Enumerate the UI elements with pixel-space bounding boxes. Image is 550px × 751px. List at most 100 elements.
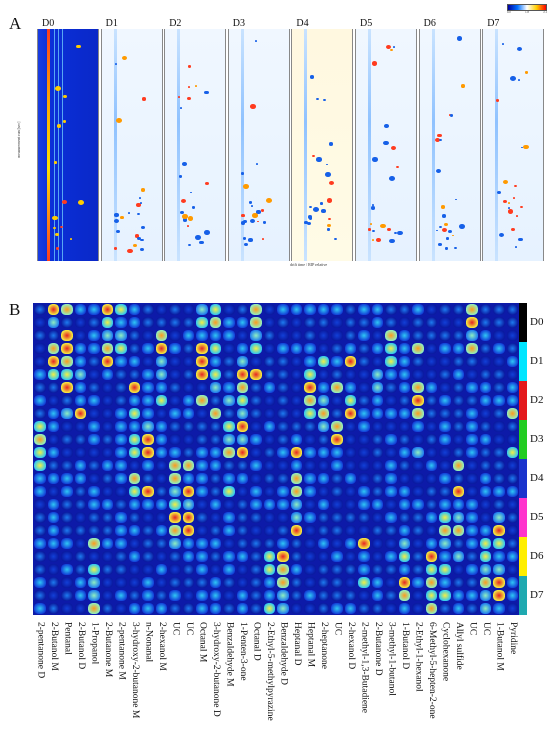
heatmap-cell [358, 538, 370, 549]
heatmap-cell [358, 473, 370, 484]
signal-spot [140, 247, 144, 251]
heatmap-cell [479, 486, 491, 497]
heatmap-cell [250, 577, 262, 588]
heatmap-cell [385, 590, 397, 601]
heatmap-cell [385, 330, 397, 341]
signal-spot [386, 44, 392, 50]
heatmap-cell [169, 382, 181, 393]
strip-label: D1 [105, 18, 118, 29]
heatmap-cell [142, 551, 154, 562]
heatmap-cell [479, 499, 491, 510]
heatmap-cell [115, 486, 127, 497]
heatmap-cell [344, 434, 356, 445]
heatmap-cell [398, 330, 410, 341]
heatmap-cell [371, 538, 383, 549]
heatmap-cell [263, 408, 275, 419]
heatmap-cell [115, 525, 127, 536]
heatmap-cell [209, 408, 221, 419]
signal-spot [186, 225, 189, 227]
heatmap-cell [452, 382, 464, 393]
signal-spot [113, 247, 118, 250]
heatmap-cell [439, 538, 451, 549]
heatmap-cell [236, 512, 248, 523]
signal-spot [319, 202, 323, 205]
heatmap-cell [371, 304, 383, 315]
signal-spot [114, 213, 119, 217]
heatmap-cell [142, 460, 154, 471]
heatmap-cell [344, 538, 356, 549]
signal-spot [54, 232, 59, 236]
heatmap-cell [142, 343, 154, 354]
heatmap-cell [196, 525, 208, 536]
heatmap-cell [88, 447, 100, 458]
heatmap-column [114, 303, 128, 615]
heatmap-cell [466, 434, 478, 445]
heatmap-cell [101, 486, 113, 497]
heatmap-cell [439, 421, 451, 432]
heatmap-cell [479, 408, 491, 419]
group-color-bar [519, 303, 527, 342]
heatmap-column [290, 303, 304, 615]
heatmap-cell [182, 486, 194, 497]
heatmap-cell [412, 512, 424, 523]
heatmap-cell [358, 421, 370, 432]
heatmap-column [128, 303, 142, 615]
y-axis-label: measurement run [sec] [16, 121, 21, 159]
heatmap-cell [209, 382, 221, 393]
heatmap-cell [88, 369, 100, 380]
gc-ims-strip [291, 29, 354, 261]
heatmap-cell [371, 434, 383, 445]
heatmap-column [209, 303, 223, 615]
heatmap-cell [74, 447, 86, 458]
heatmap-cell [61, 603, 73, 614]
heatmap-cell [398, 525, 410, 536]
heatmap-cell [412, 421, 424, 432]
heatmap-cell [209, 343, 221, 354]
heatmap-cell [47, 304, 59, 315]
heatmap-cell [182, 356, 194, 367]
heatmap-column [303, 303, 317, 615]
heatmap-cell [277, 408, 289, 419]
heatmap-cell [128, 343, 140, 354]
heatmap-cell [452, 369, 464, 380]
heatmap-cell [358, 330, 370, 341]
heatmap-cell [223, 382, 235, 393]
heatmap-cell [74, 499, 86, 510]
heatmap-cell [236, 538, 248, 549]
heatmap-cell [236, 564, 248, 575]
heatmap-cell [74, 460, 86, 471]
heatmap-cell [250, 369, 262, 380]
heatmap-cell [506, 343, 518, 354]
heatmap-cell [439, 447, 451, 458]
compound-label: 1-Butanol M [494, 622, 505, 671]
heatmap-cell [439, 395, 451, 406]
heatmap-cell [101, 382, 113, 393]
heatmap-cell [182, 564, 194, 575]
gc-ims-strip [482, 29, 545, 261]
heatmap-cell [182, 577, 194, 588]
heatmap-cell [412, 460, 424, 471]
heatmap-cell [250, 330, 262, 341]
heatmap-cell [506, 538, 518, 549]
heatmap-cell [74, 434, 86, 445]
heatmap-cell [317, 434, 329, 445]
group-label: D1 [530, 354, 544, 367]
signal-spot [327, 228, 331, 231]
colorbar-ticks: 0.0 1.8 2.1 [507, 10, 547, 14]
heatmap-cell [115, 408, 127, 419]
signal-spot [497, 191, 502, 195]
heatmap-cell [47, 538, 59, 549]
signal-spot [181, 199, 186, 204]
heatmap-cell [236, 603, 248, 614]
signal-spot [63, 94, 68, 98]
heatmap-cell [128, 330, 140, 341]
heatmap-cell [493, 434, 505, 445]
signal-spot [204, 90, 209, 95]
heatmap-cell [425, 421, 437, 432]
heatmap-cell [209, 421, 221, 432]
heatmap-cell [34, 577, 46, 588]
heatmap-cell [223, 473, 235, 484]
heatmap-cell [155, 499, 167, 510]
heatmap-cell [223, 499, 235, 510]
heatmap-cell [236, 421, 248, 432]
